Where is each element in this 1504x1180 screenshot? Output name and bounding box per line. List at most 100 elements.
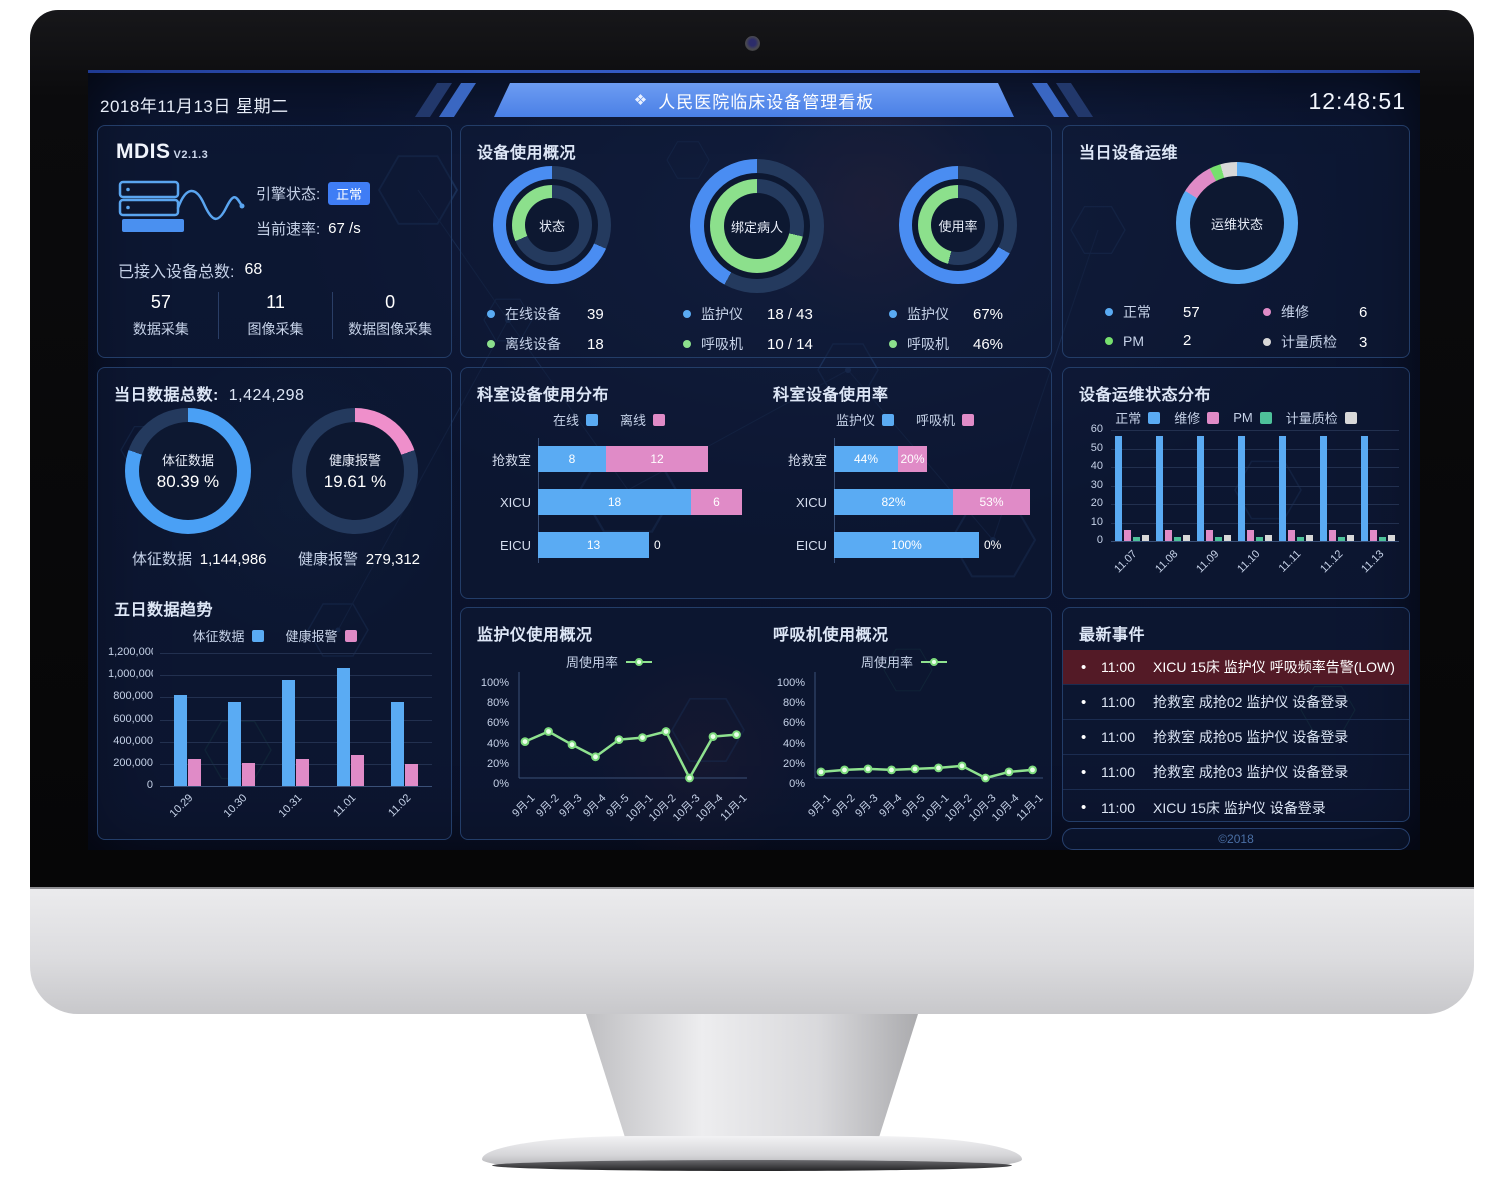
y-tick: 20% (782, 757, 805, 770)
engine-status-row: 引擎状态: 正常 (256, 182, 371, 205)
donut-usage-rate: 使用率 (899, 166, 1017, 284)
y-tick: 60% (782, 717, 805, 730)
legend-bound-patients: 监护仪 18 / 43 呼吸机 10 / 14 (683, 304, 813, 354)
category-label: 抢救室 (491, 452, 531, 468)
gridline (160, 786, 432, 788)
legend-dot (683, 340, 691, 348)
legend-square (251, 629, 264, 642)
y-tick: 20% (486, 757, 509, 770)
bar-segment: 53% (953, 489, 1030, 515)
panel-title: 最新事件 (1079, 627, 1146, 644)
five-day-bars (160, 653, 432, 786)
bar-segment: 44% (834, 446, 898, 472)
bar-row: 抢救室 8 12 (471, 446, 751, 472)
dept-dist-rows: 抢救室 8 12 XICU 18 6 EICU 13 0 (471, 446, 751, 575)
bar-vitals (228, 702, 242, 786)
event-row-alert[interactable]: • 11:00 XICU 15床 监护仪 呼吸频率告警(LOW) (1063, 650, 1409, 685)
gridline (160, 741, 432, 743)
legend-dot (1105, 336, 1113, 345)
legend-dot (487, 310, 495, 318)
gridline (160, 763, 432, 765)
y-tick: 0% (493, 778, 509, 790)
dept-dist-title: 科室设备使用分布 (477, 387, 610, 404)
bar-group (1114, 436, 1149, 541)
bar-group (1279, 436, 1314, 541)
y-tick: 40% (782, 737, 805, 750)
legend-maint-col1: 正常 57 PM 2 (1105, 302, 1200, 349)
monitor-usage-legend: 周使用率 (566, 652, 653, 671)
five-day-legend: 体征数据 健康报警 (98, 626, 451, 645)
event-row[interactable]: • 11:00 XICU 15床 监护仪 设备登录 (1081, 799, 1326, 816)
bar-1 (1370, 530, 1378, 541)
category-label: XICU (795, 494, 827, 510)
bar-group (282, 680, 310, 786)
y-tick: 20 (1090, 497, 1103, 509)
bar-vitals (391, 702, 405, 786)
alarms-total: 健康报警 279,312 (298, 551, 421, 568)
bar-1 (1329, 530, 1337, 541)
mdis-title: MDIS V2.1.3 (116, 140, 209, 163)
bar-0 (1196, 436, 1204, 541)
collection-stats: 57 数据采集 11 图像采集 0 数据图像采集 (104, 292, 447, 339)
bar-3 (1306, 535, 1314, 541)
dept-rate-legend: 监护仪 呼吸机 (757, 410, 1053, 429)
category-label: 抢救室 (787, 452, 827, 468)
event-row[interactable]: • 11:00 抢救室 成抢05 监护仪 设备登录 (1063, 720, 1409, 755)
maint-dist-legend: 正常 维修 PM 计量质检 (1063, 408, 1409, 427)
y-tick: 0 (146, 779, 153, 792)
bar-1 (1164, 530, 1172, 541)
vent-usage-line-chart (814, 672, 1043, 783)
five-day-title: 五日数据趋势 (114, 602, 214, 619)
bar-row: 抢救室 44% 20% (767, 446, 1047, 472)
event-row[interactable]: • 11:00 抢救室 成抢03 监护仪 设备登录 (1063, 755, 1409, 790)
bar-group (1361, 436, 1396, 541)
event-row[interactable]: • 11:00 抢救室 成抢02 监护仪 设备登录 (1063, 685, 1409, 720)
donut-maintenance: 运维状态 (1176, 162, 1298, 284)
x-tick: 11.13 (1358, 548, 1387, 576)
bar-1 (1246, 530, 1254, 541)
bar-2 (1255, 537, 1263, 541)
x-tick: 11.09 (1194, 548, 1222, 576)
gridline (1111, 522, 1399, 524)
bar-segment: 82% (834, 489, 953, 515)
gridline (160, 675, 432, 677)
bar-stack: 13 0 (538, 532, 661, 558)
bar-0 (1237, 436, 1245, 541)
bar-3 (1223, 535, 1231, 541)
bar-0 (1155, 436, 1163, 541)
vitals-total: 体征数据 1,144,986 (132, 551, 267, 568)
monitor-usage-y-axis: 100% 80% 60% 40% 20% 0% (469, 676, 509, 796)
bar-segment: 13 (538, 532, 649, 558)
monitor-stand-base-rim (492, 1160, 1012, 1171)
monitor-usage-line-chart (518, 672, 747, 783)
bar-3 (1264, 535, 1272, 541)
y-tick: 0% (789, 778, 805, 790)
bar-3 (1141, 535, 1149, 541)
vent-usage-legend: 周使用率 (861, 652, 948, 671)
y-tick: 60% (486, 717, 509, 730)
bar-vitals (336, 668, 350, 786)
line-dot-marker (626, 657, 653, 666)
stat-image-collect: 11 图像采集 (217, 292, 333, 339)
monitor-stand-neck (586, 1014, 918, 1140)
bar-0 (1320, 436, 1328, 541)
panel-title: 设备使用概况 (477, 145, 577, 162)
line-dot-marker (921, 657, 948, 666)
legend-dot (1105, 308, 1113, 316)
y-tick: 1,200,000 (108, 646, 153, 658)
header-clock: 12:48:51 (1308, 88, 1406, 114)
bar-segment: 8 (538, 446, 606, 472)
zero-label: 0% (984, 538, 1002, 552)
legend-square (882, 413, 894, 426)
legend-square (344, 629, 357, 642)
legend-dot (889, 340, 897, 348)
status-badge: 正常 (328, 182, 371, 205)
bar-1 (1288, 530, 1296, 541)
bar-group (228, 702, 256, 786)
bar-group (173, 695, 201, 786)
legend-square (1207, 411, 1220, 424)
bar-segment: 20% (898, 446, 927, 472)
x-tick: 10.31 (276, 792, 305, 820)
bar-0 (1361, 436, 1369, 541)
